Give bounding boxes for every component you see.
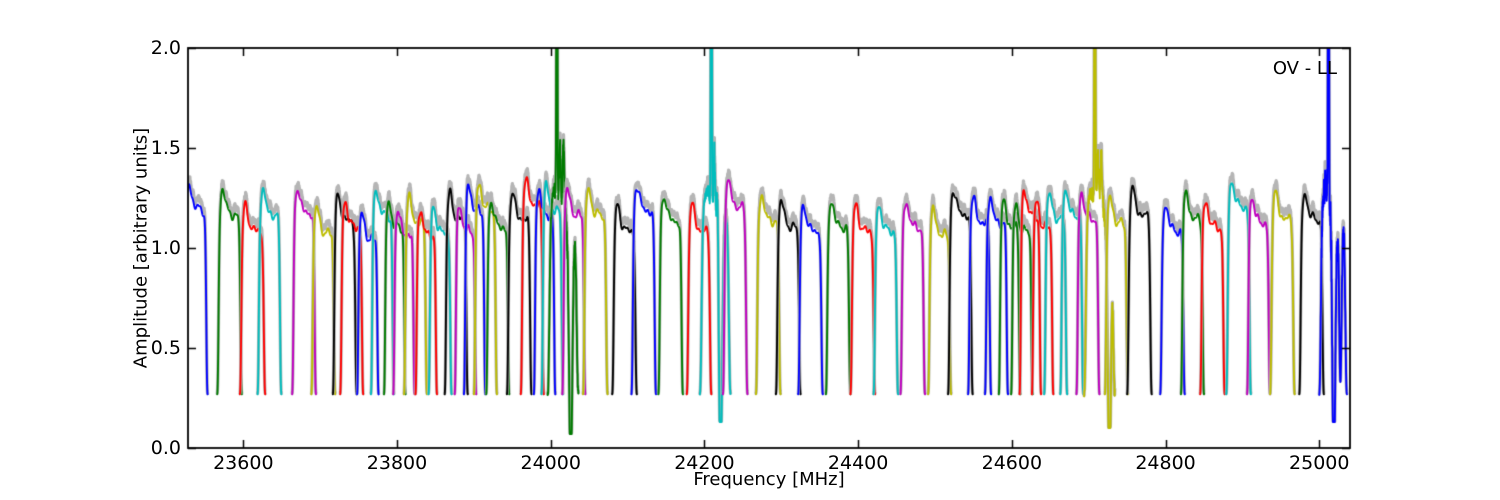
y-tick-label: 0.5 — [150, 337, 181, 359]
x-tick-label: 24400 — [827, 452, 889, 474]
x-tick-label: 24600 — [981, 452, 1043, 474]
y-tick-label: 1.0 — [150, 237, 181, 259]
x-axis-label: Frequency [MHz] — [693, 469, 845, 490]
x-tick-label: 23800 — [366, 452, 428, 474]
x-tick-label: 24000 — [520, 452, 581, 474]
y-tick-label: 0.0 — [150, 437, 181, 459]
x-tick-label: 23600 — [213, 452, 274, 474]
x-tick-label: 25000 — [1289, 452, 1350, 474]
x-tick-label: 24200 — [674, 452, 735, 474]
x-tick-label: 24800 — [1135, 452, 1196, 474]
station-polarization-annotation: OV - LL — [1272, 58, 1337, 79]
y-tick-label: 1.5 — [150, 137, 181, 159]
y-tick-label: 2.0 — [150, 37, 181, 59]
